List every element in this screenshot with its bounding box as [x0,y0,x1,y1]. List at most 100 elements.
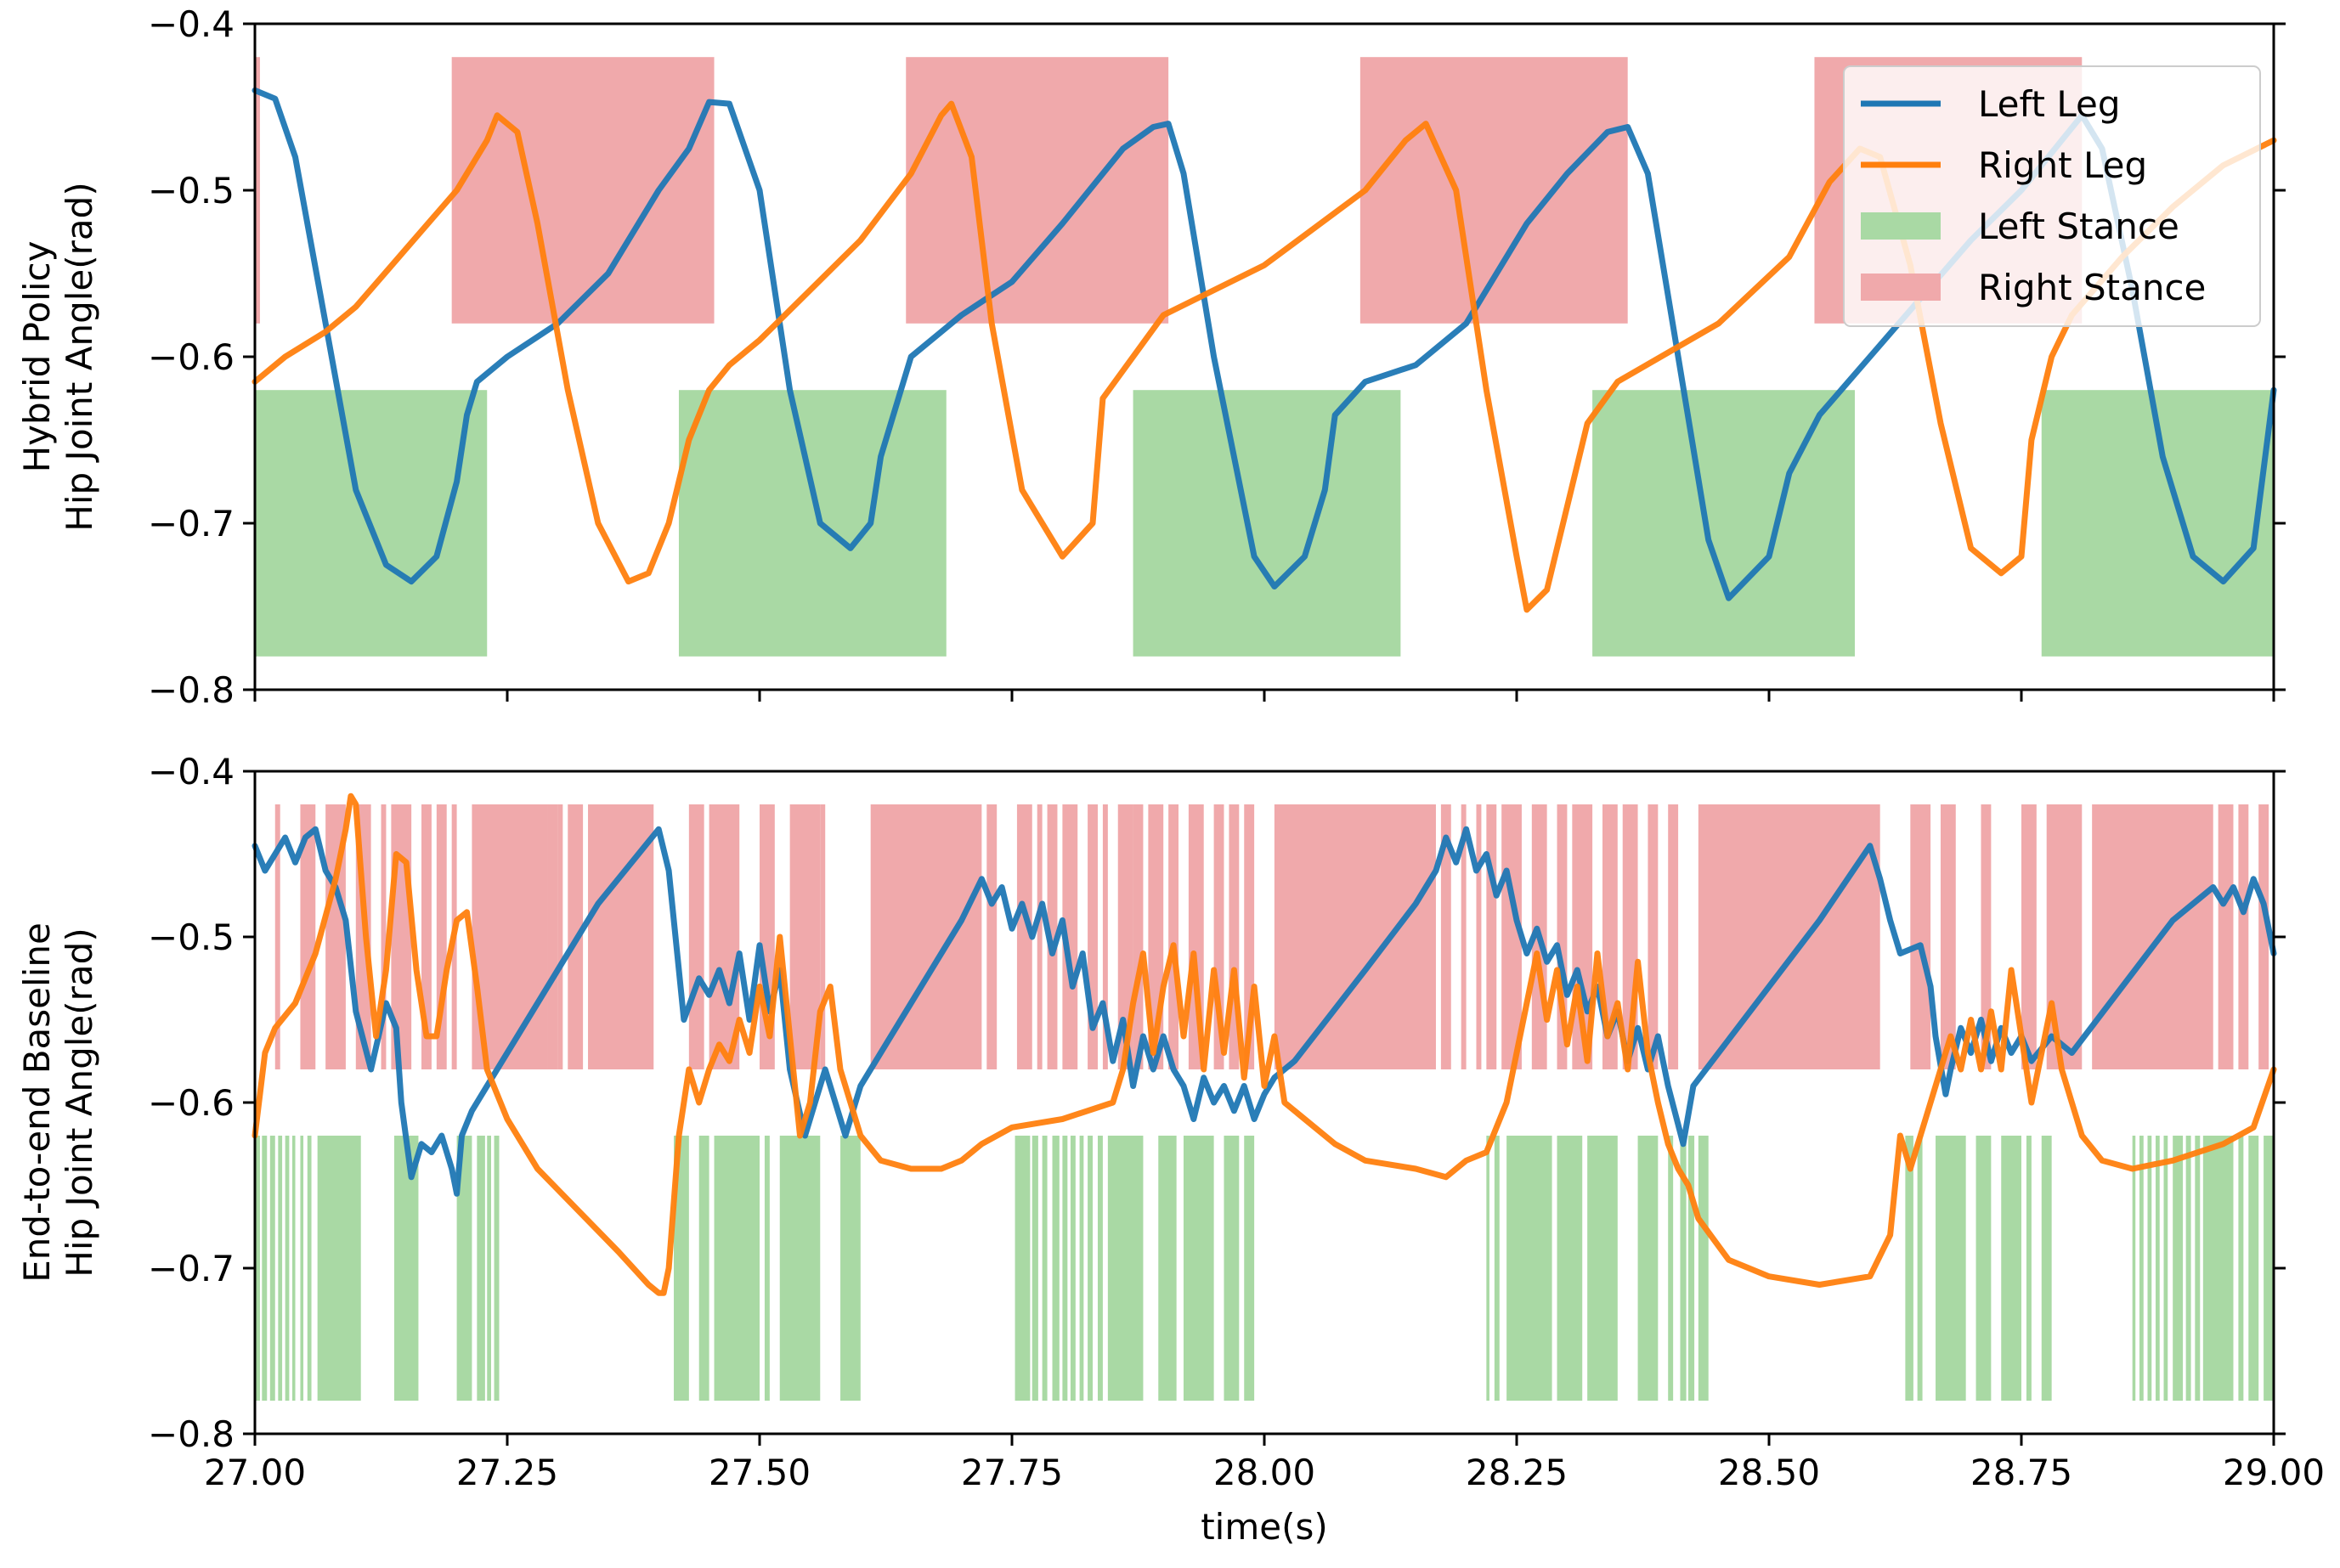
legend-box [1843,65,2261,327]
legend: Left Leg Right Leg Left Stance Right Stance [1843,65,2261,327]
right-stance-band [2258,804,2269,1069]
top-panel: −0.8 −0.7 −0.6 −0.5 −0.4 Hybrid Policy Hip Joi… [16,3,2286,711]
left-stance-band [779,1136,821,1401]
x-tick-label: 27.25 [456,1452,558,1493]
right-stance-band [789,804,821,1069]
left-stance-band [2001,1136,2021,1401]
x-tick-label: 28.25 [1466,1452,1568,1493]
left-stance-band [1097,1136,1103,1401]
right-leg-series-line [252,792,2277,1296]
right-stance-band [1476,804,1482,1069]
left-stance-band [300,1136,304,1401]
left-stance-band [1088,1136,1094,1401]
y-axis-label: Hybrid Policy [16,241,58,473]
y-tick-label: −0.8 [148,1413,235,1455]
x-tick-label: 28.00 [1213,1452,1315,1493]
x-tick-label: 28.50 [1718,1452,1820,1493]
left-stance-band [2026,1136,2032,1401]
right-stance-band [300,804,316,1069]
left-stance-band [2202,1136,2234,1401]
left-stance-band [262,1136,268,1401]
right-stance-band [1133,804,1144,1069]
right-stance-band [451,57,715,324]
left-stance-band [487,1136,491,1401]
left-stance-band [1680,1136,1687,1401]
left-stance-band [1905,1136,1913,1401]
left-stance-band [698,1136,709,1401]
right-stance-band [547,804,558,1069]
right-stance-band [1244,804,1255,1069]
right-stance-band [1168,804,1179,1069]
left-stance-band [1637,1136,1659,1401]
legend-label: Left Leg [1978,83,2121,125]
left-stance-band [2264,1136,2274,1401]
right-stance-band [1981,804,1992,1069]
x-tick-label: 27.75 [961,1452,1063,1493]
y-axis-label: End-to-end Baseline [16,922,58,1283]
left-stance-band [1015,1136,1031,1401]
y-tick-label: −0.7 [148,1248,235,1289]
y-axis-label: Hip Joint Angle(rad) [59,928,100,1277]
y-tick-label: −0.4 [148,3,235,45]
right-stance-band [1698,804,1880,1069]
left-stance-band [1668,1136,1674,1401]
legend-swatch [1861,274,1941,301]
left-stance-band [1917,1136,1923,1401]
left-stance-band [1032,1136,1038,1401]
right-stance-band [1940,804,1956,1069]
left-stance-band [456,1136,472,1401]
left-stance-band [494,1136,500,1401]
x-axis-label: time(s) [1201,1506,1328,1548]
left-stance-band [393,1136,419,1401]
right-stance-band [986,804,998,1069]
right-stance-band [1440,804,1451,1069]
right-stance-band [1037,804,1043,1069]
left-stance-band [1557,1136,1583,1401]
right-stance-band [2092,804,2213,1069]
left-stance-band [2248,1136,2259,1401]
left-stance-band [2147,1136,2152,1401]
right-stance-band [1229,804,1240,1069]
left-stance-band [1070,1136,1076,1401]
right-stance-band [2238,804,2249,1069]
x-tick-label: 28.75 [1970,1452,2072,1493]
left-stance-band [1062,1136,1068,1401]
left-stance-band [2185,1136,2191,1401]
right-stance-band [688,804,704,1069]
left-stance-band [1486,1136,1489,1401]
right-stance-band [1213,804,1224,1069]
right-stance-band [1359,57,1628,324]
right-stance-band [1648,804,1659,1069]
legend-label: Left Stance [1978,206,2179,247]
left-stance-band [2195,1136,2201,1401]
right-stance-band [274,804,280,1069]
right-stance-band [820,804,826,1069]
right-stance-band [381,804,387,1069]
right-stance-band [436,804,447,1069]
left-stance-band [2139,1136,2144,1401]
right-stance-band [1910,804,1931,1069]
left-stance-band [1052,1136,1060,1401]
legend-swatch [1861,212,1941,240]
left-stance-band [1936,1136,1966,1401]
left-stance-band [678,390,947,657]
right-stance-band [1047,804,1058,1069]
left-stance-band [1975,1136,1992,1401]
left-stance-band [2238,1136,2244,1401]
y-axis-label: Hip Joint Angle(rad) [59,182,100,531]
left-stance-band [674,1136,689,1401]
left-stance-band [285,1136,290,1401]
left-stance-band [1042,1136,1048,1401]
left-stance-band [1698,1136,1709,1401]
left-stance-band [2041,1136,2052,1401]
right-stance-band [1486,804,1497,1069]
left-stance-band [1107,1136,1144,1401]
x-tick-label: 29.00 [2223,1452,2325,1493]
right-stance-band [1557,804,1568,1069]
left-stance-band [2163,1136,2168,1401]
left-stance-band [1133,390,1401,657]
right-stance-band [255,57,260,324]
left-stance-band [714,1136,760,1401]
left-stance-band [317,1136,361,1401]
